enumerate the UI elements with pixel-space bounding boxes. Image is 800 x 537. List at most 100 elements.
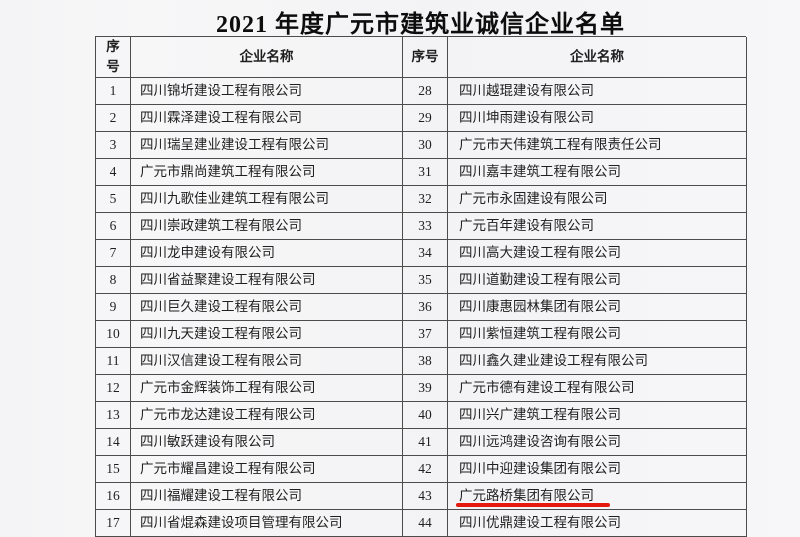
index-value-right: 29: [418, 109, 432, 125]
index-cell-right: 35: [403, 267, 448, 294]
company-cell-left: 广元市耀昌建设工程有限公司: [131, 456, 403, 483]
index-value-left: 14: [106, 433, 120, 449]
index-cell-left: 11: [96, 348, 131, 375]
company-cell-right: 四川远鸿建设咨询有限公司: [448, 429, 747, 456]
index-value-left: 11: [106, 352, 120, 368]
company-cell-right: 四川道勤建设工程有限公司: [448, 267, 747, 294]
index-cell-left: 5: [96, 186, 131, 213]
index-value-left: 7: [109, 244, 117, 260]
index-value-left: 17: [106, 514, 120, 530]
index-cell-left: 15: [96, 456, 131, 483]
index-value-right: 41: [418, 433, 432, 449]
index-value-left: 12: [106, 379, 120, 395]
company-cell-left: 广元市金辉装饰工程有限公司: [131, 375, 403, 402]
company-cell-left: 广元市龙达建设工程有限公司: [131, 402, 403, 429]
header-company-left: 企业名称: [131, 37, 403, 78]
index-cell-right: 34: [403, 240, 448, 267]
header-company-left-label: 企业名称: [239, 48, 294, 64]
company-cell-left: 四川敏跃建设有限公司: [131, 429, 403, 456]
index-value-right: 31: [418, 163, 432, 179]
index-value-right: 32: [418, 190, 432, 206]
page-title: 2021 年度广元市建筑业诚信企业名单: [216, 12, 625, 38]
index-cell-left: 12: [96, 375, 131, 402]
company-name-right: 四川鑫久建业建设工程有限公司: [459, 352, 648, 368]
index-cell-right: 30: [403, 132, 448, 159]
company-cell-left: 四川巨久建设工程有限公司: [131, 294, 403, 321]
index-value-left: 10: [106, 325, 120, 341]
company-name-left: 四川省焜森建设项目管理有限公司: [140, 514, 343, 530]
company-cell-left: 四川龙申建设有限公司: [131, 240, 403, 267]
index-value-right: 40: [418, 406, 432, 422]
header-index-left: 序号: [96, 37, 131, 78]
index-cell-right: 38: [403, 348, 448, 375]
company-cell-right: 四川坤雨建设有限公司: [448, 105, 747, 132]
index-value-right: 43: [418, 487, 432, 503]
company-name-left: 四川省益聚建设工程有限公司: [140, 271, 316, 287]
company-name-right: 广元路桥集团有限公司: [456, 487, 610, 508]
index-value-right: 39: [418, 379, 432, 395]
company-cell-right: 广元市德有建设工程有限公司: [448, 375, 747, 402]
index-cell-right: 41: [403, 429, 448, 456]
index-cell-left: 1: [96, 78, 131, 105]
index-cell-left: 7: [96, 240, 131, 267]
company-name-right: 四川优鼎建设工程有限公司: [459, 514, 621, 530]
enterprise-list-table: 序号 企业名称 序号 企业名称 1 四川锦圻建设工程有限公司 28 四川越琨建设…: [95, 36, 747, 537]
company-name-right: 四川紫恒建筑工程有限公司: [459, 325, 621, 341]
company-cell-left: 四川瑞呈建业建设工程有限公司: [131, 132, 403, 159]
company-name-left: 四川瑞呈建业建设工程有限公司: [140, 136, 329, 152]
index-cell-right: 28: [403, 78, 448, 105]
company-name-left: 广元市龙达建设工程有限公司: [140, 406, 316, 422]
header-index-left-label: 序号: [106, 39, 120, 74]
index-value-right: 42: [418, 460, 432, 476]
index-value-left: 13: [106, 406, 120, 422]
company-name-right: 四川嘉丰建筑工程有限公司: [459, 163, 621, 179]
company-cell-right: 广元路桥集团有限公司: [448, 483, 747, 510]
index-value-left: 1: [109, 82, 117, 98]
header-company-right-label: 企业名称: [570, 48, 624, 64]
index-value-left: 6: [109, 217, 117, 233]
company-name-right: 广元市德有建设工程有限公司: [459, 379, 635, 395]
index-value-right: 36: [418, 298, 432, 314]
index-value-left: 8: [109, 271, 117, 287]
company-cell-left: 四川锦圻建设工程有限公司: [131, 78, 403, 105]
index-value-left: 2: [109, 109, 117, 125]
company-name-left: 四川巨久建设工程有限公司: [140, 298, 302, 314]
index-value-left: 5: [109, 190, 117, 206]
index-cell-right: 40: [403, 402, 448, 429]
index-value-left: 3: [109, 136, 117, 152]
company-name-right: 广元市永固建设有限公司: [459, 190, 608, 206]
index-cell-right: 39: [403, 375, 448, 402]
index-cell-left: 10: [96, 321, 131, 348]
company-cell-right: 四川高大建设工程有限公司: [448, 240, 747, 267]
company-name-left: 四川锦圻建设工程有限公司: [140, 82, 302, 98]
index-cell-right: 32: [403, 186, 448, 213]
company-name-right: 广元市天伟建筑工程有限责任公司: [459, 136, 662, 152]
company-name-left: 广元市鼎尚建筑工程有限公司: [140, 163, 316, 179]
index-value-right: 28: [418, 82, 432, 98]
company-name-right: 四川越琨建设有限公司: [459, 82, 594, 98]
company-name-right: 广元百年建设有限公司: [459, 217, 594, 233]
index-cell-left: 13: [96, 402, 131, 429]
company-name-left: 四川崇政建筑工程有限公司: [140, 217, 302, 233]
index-cell-left: 3: [96, 132, 131, 159]
company-cell-right: 四川越琨建设有限公司: [448, 78, 747, 105]
index-cell-right: 37: [403, 321, 448, 348]
company-cell-left: 四川九天建设工程有限公司: [131, 321, 403, 348]
company-cell-left: 四川汉信建设工程有限公司: [131, 348, 403, 375]
index-value-left: 16: [106, 487, 120, 503]
company-name-left: 广元市耀昌建设工程有限公司: [140, 460, 316, 476]
company-name-right: 四川兴广建筑工程有限公司: [459, 406, 621, 422]
company-name-right: 四川坤雨建设有限公司: [459, 109, 594, 125]
company-cell-left: 四川福耀建设工程有限公司: [131, 483, 403, 510]
index-cell-left: 6: [96, 213, 131, 240]
index-cell-left: 16: [96, 483, 131, 510]
index-cell-right: 33: [403, 213, 448, 240]
index-value-right: 30: [418, 136, 432, 152]
company-name-left: 四川九歌佳业建筑工程有限公司: [140, 190, 329, 206]
company-name-left: 四川龙申建设有限公司: [140, 244, 275, 260]
company-cell-right: 四川嘉丰建筑工程有限公司: [448, 159, 747, 186]
company-cell-left: 广元市鼎尚建筑工程有限公司: [131, 159, 403, 186]
index-cell-left: 9: [96, 294, 131, 321]
company-name-right: 四川远鸿建设咨询有限公司: [459, 433, 621, 449]
